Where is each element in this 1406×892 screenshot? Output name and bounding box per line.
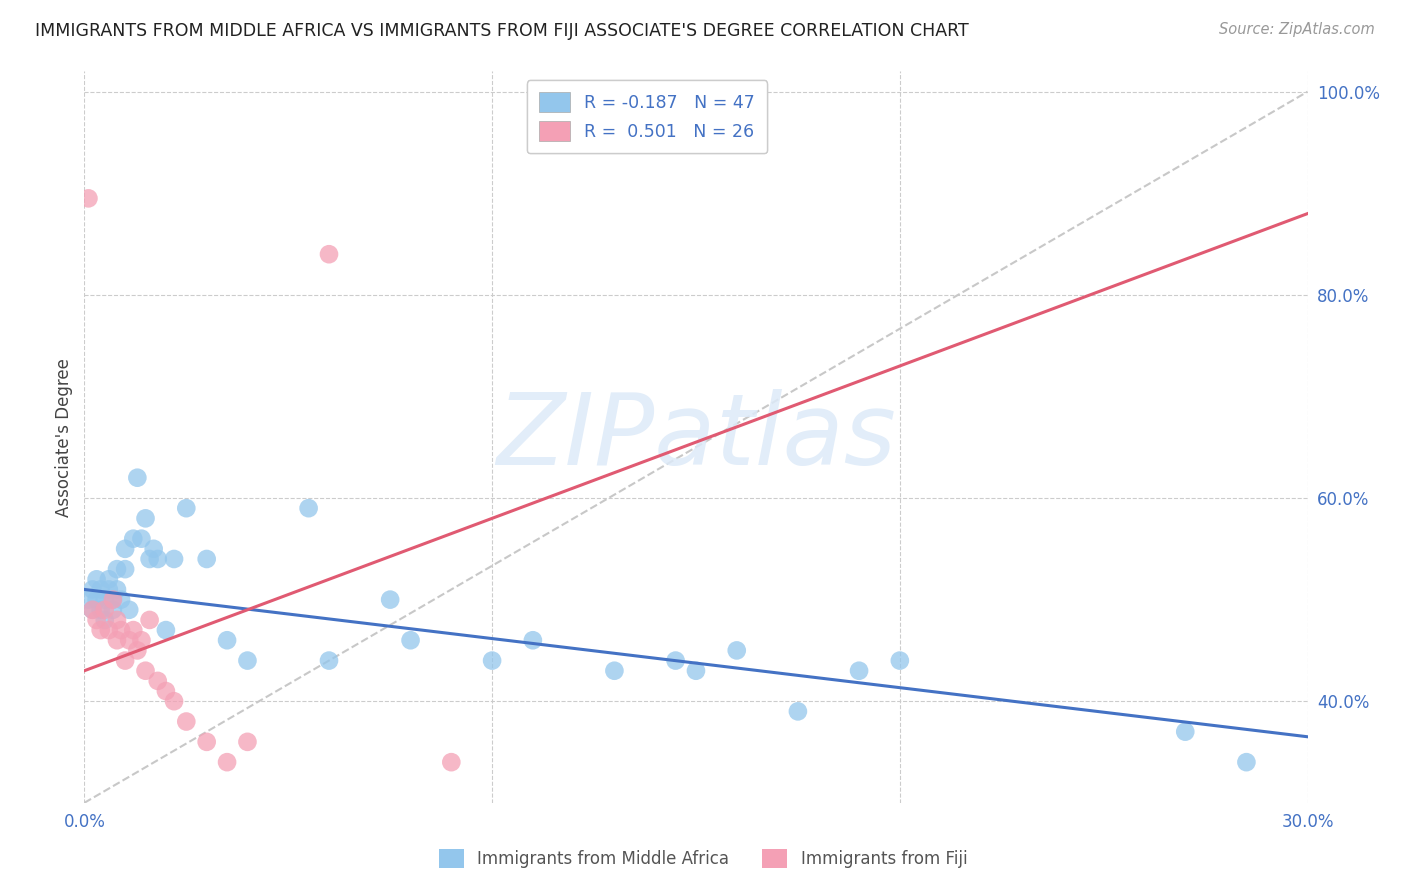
- Point: [97, 623, 120, 637]
- Point: [522, 633, 544, 648]
- Point: [105, 633, 128, 648]
- Point: [217, 755, 239, 769]
- Point: [318, 247, 340, 261]
- Point: [122, 532, 145, 546]
- Point: [318, 654, 340, 668]
- Point: [101, 592, 124, 607]
- Point: [82, 582, 104, 597]
- Text: IMMIGRANTS FROM MIDDLE AFRICA VS IMMIGRANTS FROM FIJI ASSOCIATE'S DEGREE CORRELA: IMMIGRANTS FROM MIDDLE AFRICA VS IMMIGRA…: [35, 22, 969, 40]
- Point: [685, 664, 707, 678]
- Point: [90, 582, 112, 597]
- Point: [155, 623, 177, 637]
- Point: [142, 541, 165, 556]
- Point: [114, 562, 136, 576]
- Point: [217, 633, 239, 648]
- Point: [380, 592, 402, 607]
- Point: [787, 704, 810, 718]
- Legend: R = -0.187   N = 47, R =  0.501   N = 26: R = -0.187 N = 47, R = 0.501 N = 26: [527, 80, 768, 153]
- Point: [86, 572, 108, 586]
- Point: [1174, 724, 1197, 739]
- Point: [105, 562, 128, 576]
- Point: [155, 684, 177, 698]
- Point: [195, 735, 218, 749]
- Point: [146, 552, 169, 566]
- Point: [82, 603, 104, 617]
- Point: [236, 654, 259, 668]
- Point: [127, 471, 149, 485]
- Point: [118, 603, 141, 617]
- Point: [82, 603, 104, 617]
- Point: [90, 603, 112, 617]
- Point: [146, 673, 169, 688]
- Point: [889, 654, 911, 668]
- Point: [131, 633, 153, 648]
- Point: [93, 592, 115, 607]
- Point: [138, 552, 160, 566]
- Text: ZIPatlas: ZIPatlas: [496, 389, 896, 485]
- Point: [86, 592, 108, 607]
- Point: [110, 592, 132, 607]
- Point: [440, 755, 463, 769]
- Point: [101, 592, 124, 607]
- Point: [135, 511, 157, 525]
- Point: [118, 633, 141, 648]
- Point: [110, 623, 132, 637]
- Point: [122, 623, 145, 637]
- Point: [135, 664, 157, 678]
- Point: [195, 552, 218, 566]
- Point: [97, 572, 120, 586]
- Point: [481, 654, 503, 668]
- Point: [105, 613, 128, 627]
- Point: [848, 664, 870, 678]
- Point: [174, 714, 197, 729]
- Point: [97, 582, 120, 597]
- Point: [163, 694, 186, 708]
- Text: Source: ZipAtlas.com: Source: ZipAtlas.com: [1219, 22, 1375, 37]
- Point: [127, 643, 149, 657]
- Point: [236, 735, 259, 749]
- Point: [114, 654, 136, 668]
- Point: [174, 501, 197, 516]
- Point: [603, 664, 626, 678]
- Point: [131, 532, 153, 546]
- Point: [77, 592, 100, 607]
- Point: [665, 654, 688, 668]
- Point: [725, 643, 748, 657]
- Point: [138, 613, 160, 627]
- Point: [1236, 755, 1258, 769]
- Point: [105, 582, 128, 597]
- Point: [399, 633, 422, 648]
- Point: [101, 603, 124, 617]
- Point: [77, 191, 100, 205]
- Point: [86, 613, 108, 627]
- Y-axis label: Associate's Degree: Associate's Degree: [55, 358, 73, 516]
- Legend: Immigrants from Middle Africa, Immigrants from Fiji: Immigrants from Middle Africa, Immigrant…: [432, 842, 974, 875]
- Point: [93, 613, 115, 627]
- Point: [114, 541, 136, 556]
- Point: [93, 603, 115, 617]
- Point: [298, 501, 321, 516]
- Point: [90, 623, 112, 637]
- Point: [163, 552, 186, 566]
